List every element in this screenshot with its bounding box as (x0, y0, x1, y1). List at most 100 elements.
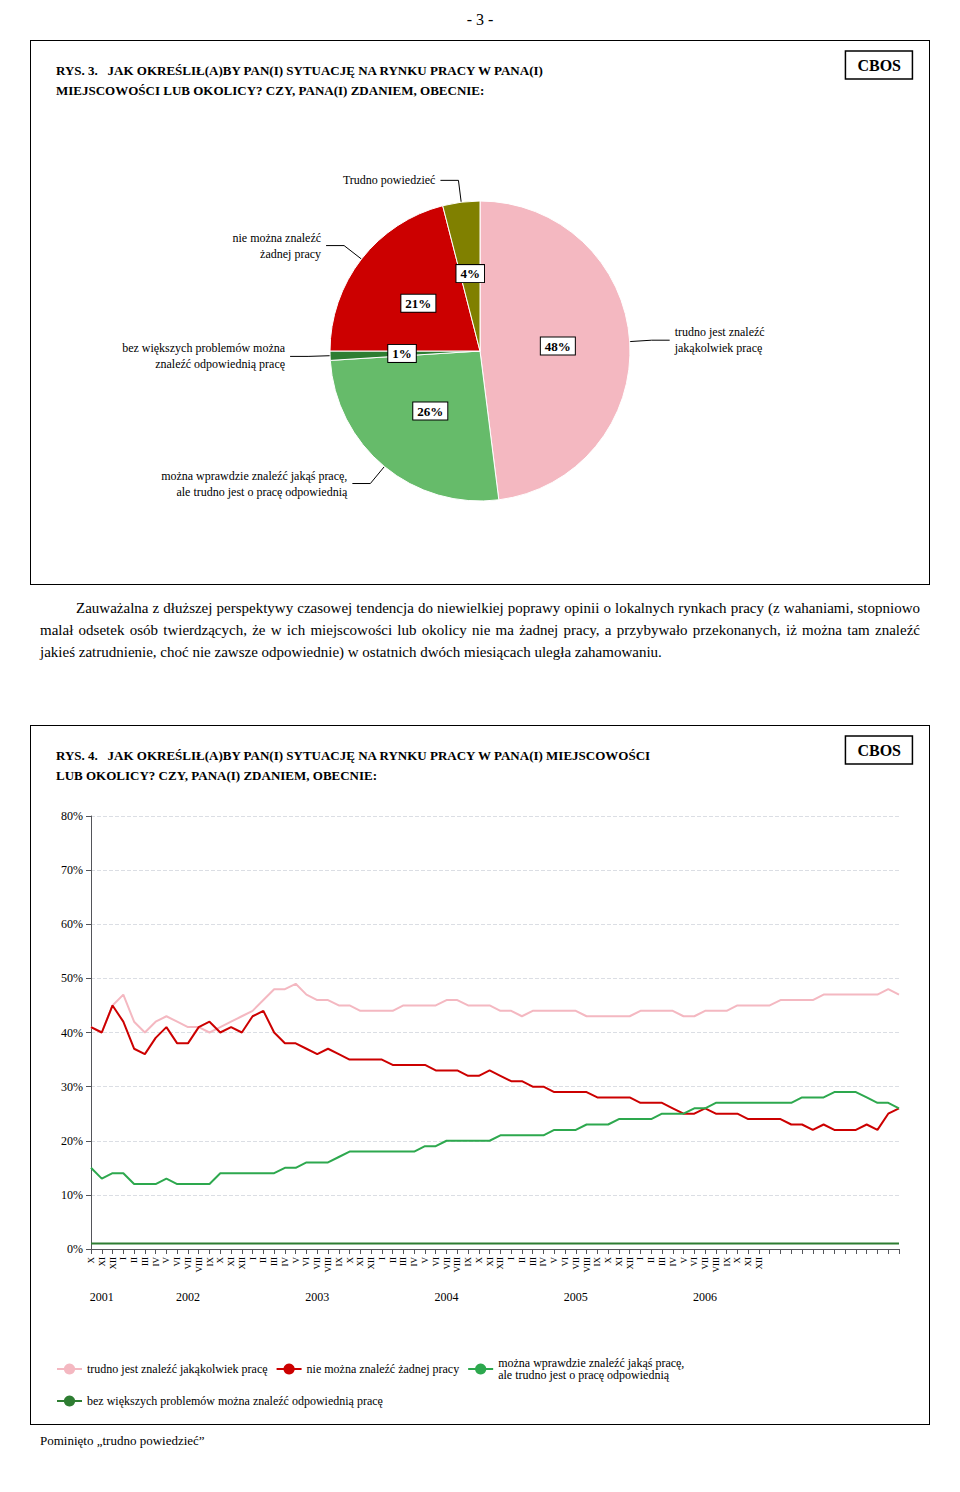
svg-text:IV: IV (538, 1257, 548, 1267)
svg-text:XI: XI (97, 1257, 107, 1267)
svg-text:Trudno powiedzieć: Trudno powiedzieć (343, 173, 436, 187)
svg-text:IV: IV (151, 1257, 161, 1267)
svg-text:VI: VI (431, 1257, 441, 1267)
svg-text:XII: XII (108, 1257, 118, 1270)
svg-text:IV: IV (280, 1257, 290, 1267)
svg-text:XII: XII (237, 1257, 247, 1270)
svg-text:żadnej pracy: żadnej pracy (260, 247, 321, 261)
svg-text:XII: XII (495, 1257, 505, 1270)
svg-text:XII: XII (625, 1257, 635, 1270)
svg-text:48%: 48% (545, 339, 571, 354)
svg-text:VI: VI (689, 1257, 699, 1267)
svg-text:4%: 4% (460, 266, 480, 281)
svg-text:XI: XI (485, 1257, 495, 1267)
svg-text:II: II (517, 1257, 527, 1263)
svg-text:I: I (635, 1257, 645, 1260)
svg-text:II: II (388, 1257, 398, 1263)
svg-text:trudno jest znaleźć jakąkolwie: trudno jest znaleźć jakąkolwiek pracę (87, 1362, 268, 1376)
svg-text:VIII: VIII (194, 1257, 204, 1273)
svg-text:X: X (86, 1257, 96, 1264)
svg-text:VIII: VIII (582, 1257, 592, 1273)
svg-text:IX: IX (205, 1257, 215, 1267)
svg-text:II: II (258, 1257, 268, 1263)
svg-text:X: X (474, 1257, 484, 1264)
svg-text:XI: XI (355, 1257, 365, 1267)
svg-text:X: X (215, 1257, 225, 1264)
svg-text:IX: IX (592, 1257, 602, 1267)
svg-text:trudno jest znaleźć: trudno jest znaleźć (675, 325, 765, 339)
svg-text:60%: 60% (61, 917, 83, 931)
svg-text:70%: 70% (61, 863, 83, 877)
svg-text:IX: IX (722, 1257, 732, 1267)
svg-text:2004: 2004 (435, 1290, 459, 1304)
svg-text:II: II (129, 1257, 139, 1263)
svg-text:VII: VII (700, 1257, 710, 1270)
svg-text:VIII: VIII (323, 1257, 333, 1273)
svg-text:bez większych problemów można: bez większych problemów można znaleźć od… (87, 1394, 383, 1408)
svg-text:VI: VI (301, 1257, 311, 1267)
svg-text:VII: VII (183, 1257, 193, 1270)
svg-text:20%: 20% (61, 1134, 83, 1148)
svg-text:I: I (506, 1257, 516, 1260)
svg-text:III: III (140, 1257, 150, 1266)
svg-text:10%: 10% (61, 1188, 83, 1202)
svg-text:X: X (345, 1257, 355, 1264)
svg-text:V: V (161, 1257, 171, 1264)
svg-text:X: X (732, 1257, 742, 1264)
svg-text:IX: IX (463, 1257, 473, 1267)
svg-text:I: I (248, 1257, 258, 1260)
svg-text:80%: 80% (61, 809, 83, 823)
svg-text:26%: 26% (417, 404, 443, 419)
svg-text:IV: IV (668, 1257, 678, 1267)
svg-text:2001: 2001 (90, 1290, 114, 1304)
svg-text:2003: 2003 (305, 1290, 329, 1304)
svg-text:IV: IV (409, 1257, 419, 1267)
svg-text:III: III (657, 1257, 667, 1266)
svg-text:VIII: VIII (711, 1257, 721, 1273)
svg-text:2002: 2002 (176, 1290, 200, 1304)
svg-text:ale trudno jest o pracę odpowi: ale trudno jest o pracę odpowiednią (176, 485, 348, 499)
svg-text:V: V (420, 1257, 430, 1264)
svg-text:I: I (118, 1257, 128, 1260)
svg-text:II: II (646, 1257, 656, 1263)
svg-text:III: III (528, 1257, 538, 1266)
svg-text:XI: XI (614, 1257, 624, 1267)
svg-text:VI: VI (172, 1257, 182, 1267)
svg-text:LUB OKOLICY? CZY, PANA(I) ZDAN: LUB OKOLICY? CZY, PANA(I) ZDANIEM, OBECN… (56, 768, 377, 783)
svg-text:IX: IX (334, 1257, 344, 1267)
svg-text:40%: 40% (61, 1026, 83, 1040)
svg-text:III: III (398, 1257, 408, 1266)
svg-text:CBOS: CBOS (857, 57, 901, 74)
svg-text:2006: 2006 (693, 1290, 717, 1304)
svg-text:VII: VII (571, 1257, 581, 1270)
svg-text:znaleźć odpowiednią pracę: znaleźć odpowiednią pracę (155, 357, 285, 371)
svg-text:XII: XII (754, 1257, 764, 1270)
svg-text:0%: 0% (67, 1242, 83, 1256)
svg-text:RYS. 4. JAK OKREŚLIŁ(A)BY PA: RYS. 4. JAK OKREŚLIŁ(A)BY PAN(I) SYTUACJ… (56, 748, 650, 763)
svg-text:MIEJSCOWOŚCI LUB OKOLICY? CZY,: MIEJSCOWOŚCI LUB OKOLICY? CZY, PANA(I) Z… (56, 83, 484, 98)
svg-text:CBOS: CBOS (857, 742, 901, 759)
svg-text:RYS. 3. JAK OKREŚLIŁ(A)BY PA: RYS. 3. JAK OKREŚLIŁ(A)BY PAN(I) SYTUACJ… (56, 63, 543, 78)
svg-text:V: V (291, 1257, 301, 1264)
svg-text:21%: 21% (405, 296, 431, 311)
svg-text:V: V (549, 1257, 559, 1264)
svg-text:nie można znaleźć: nie można znaleźć (232, 231, 321, 245)
svg-text:jakąkolwiek pracę: jakąkolwiek pracę (674, 341, 763, 355)
svg-text:XI: XI (743, 1257, 753, 1267)
svg-text:50%: 50% (61, 971, 83, 985)
svg-text:30%: 30% (61, 1080, 83, 1094)
svg-text:ale trudno jest o pracę odpowi: ale trudno jest o pracę odpowiednią (498, 1368, 670, 1382)
svg-text:III: III (269, 1257, 279, 1266)
svg-text:VI: VI (560, 1257, 570, 1267)
svg-text:X: X (603, 1257, 613, 1264)
svg-text:VII: VII (442, 1257, 452, 1270)
svg-text:V: V (679, 1257, 689, 1264)
svg-text:VIII: VIII (452, 1257, 462, 1273)
svg-text:VII: VII (312, 1257, 322, 1270)
svg-text:bez większych problemów można: bez większych problemów można (122, 341, 286, 355)
svg-text:I: I (377, 1257, 387, 1260)
svg-text:1%: 1% (392, 346, 412, 361)
svg-text:XII: XII (366, 1257, 376, 1270)
svg-text:nie można znaleźć żadnej pracy: nie można znaleźć żadnej pracy (307, 1362, 460, 1376)
svg-text:można wprawdzie znaleźć jakąś: można wprawdzie znaleźć jakąś pracę, (161, 469, 347, 483)
